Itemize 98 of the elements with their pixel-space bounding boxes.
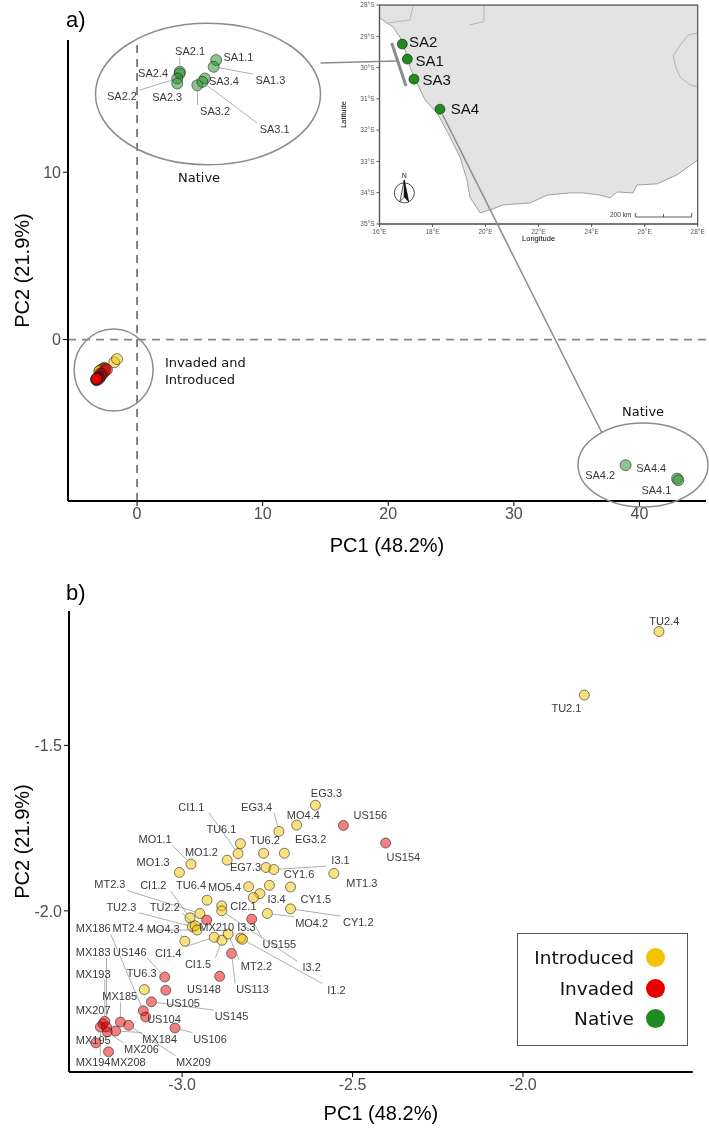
data-label: TU6.4 — [176, 878, 207, 891]
data-label: MX195 — [75, 1034, 111, 1047]
data-label: I3.2 — [302, 961, 321, 974]
y-tick-label: 10 — [43, 163, 62, 181]
data-label: SA3.1 — [259, 123, 290, 136]
data-label: SA2.1 — [175, 45, 206, 58]
data-label: MX208 — [110, 1055, 146, 1068]
data-label: SA2.2 — [106, 90, 137, 103]
data-label: MX183 — [75, 945, 111, 958]
data-label: TU6.2 — [249, 834, 280, 847]
data-label: I1.2 — [327, 983, 346, 996]
data-label: MO4.3 — [146, 922, 180, 935]
data-label: MX207 — [75, 1003, 111, 1016]
data-label: SA1.3 — [255, 74, 286, 87]
data-label: US106 — [193, 1032, 227, 1045]
data-label: CY1.6 — [283, 868, 315, 881]
x-tick-label: -2.0 — [509, 1076, 537, 1094]
data-label: MO5.4 — [208, 880, 242, 893]
data-label: SA4 — [450, 99, 480, 117]
data-label: US113 — [236, 983, 269, 996]
data-label: SA2 — [409, 33, 438, 51]
data-label: MO4.4 — [286, 809, 320, 822]
data-label: US104 — [147, 1012, 181, 1025]
data-label: US146 — [112, 945, 147, 958]
annotation: Native — [622, 403, 665, 419]
data-label: TU6.1 — [206, 822, 237, 835]
x-tick-label: 20 — [379, 505, 398, 523]
data-label: I3.4 — [267, 893, 286, 906]
y-axis-title: PC2 (21.9%) — [11, 784, 34, 899]
data-label: TU2.3 — [106, 900, 137, 913]
data-label: MO1.2 — [184, 845, 218, 858]
data-label: MX194 — [75, 1055, 111, 1068]
legend-label: Invaded — [559, 977, 634, 999]
data-label: CI1.4 — [155, 946, 182, 959]
data-label: US156 — [353, 809, 388, 822]
x-tick-label: 0 — [132, 505, 142, 523]
data-label: CI1.5 — [184, 957, 212, 970]
y-tick-label: -2.0 — [34, 902, 63, 920]
data-label: MX186 — [75, 922, 111, 935]
data-label: EG3.4 — [241, 800, 273, 813]
data-label: MX193 — [75, 967, 111, 980]
data-label: MX209 — [175, 1056, 211, 1068]
data-label: SA3.4 — [208, 74, 239, 87]
data-label: SA2.3 — [152, 90, 183, 103]
chart-title: a) — [66, 7, 86, 32]
data-label: US155 — [262, 937, 297, 950]
data-label: US145 — [214, 1010, 249, 1023]
data-label: MX210 — [199, 920, 235, 933]
data-label: MT2.3 — [94, 878, 126, 891]
x-axis-title: PC1 (48.2%) — [323, 1102, 439, 1124]
data-label: EG7.3 — [229, 861, 262, 874]
data-label: EG3.2 — [295, 832, 327, 845]
chart-title: b) — [66, 580, 86, 605]
data-label: US154 — [386, 850, 421, 863]
data-label: MT2.4 — [112, 922, 144, 935]
data-label: MT2.2 — [240, 959, 273, 972]
x-tick-label: 40 — [630, 505, 649, 523]
x-tick-label: 30 — [504, 505, 523, 523]
data-label: CI1.1 — [178, 800, 205, 813]
data-label: MT1.3 — [346, 877, 378, 890]
data-label: TU2.1 — [551, 702, 582, 715]
annotation: Invaded and Introduced — [165, 355, 246, 388]
data-label: MO1.1 — [138, 833, 172, 846]
legend-label: Native — [574, 1008, 634, 1030]
data-label: MX184 — [142, 1032, 178, 1045]
data-label: SA4.4 — [636, 462, 667, 475]
y-tick-label: 0 — [52, 331, 62, 349]
annotation: Native — [178, 169, 221, 185]
data-label: US148 — [187, 982, 221, 995]
data-label: I3.1 — [331, 854, 350, 867]
data-label: SA3 — [422, 70, 451, 88]
y-axis-title: PC2 (21.9%) — [11, 213, 34, 328]
data-label: MX206 — [124, 1043, 159, 1056]
data-label: CI2.1 — [230, 899, 257, 912]
legend-label: Introduced — [534, 946, 634, 968]
data-label: EG3.3 — [310, 786, 343, 799]
data-label: US105 — [166, 996, 200, 1009]
x-tick-label: 10 — [253, 505, 272, 523]
data-label: TU2.2 — [149, 900, 180, 913]
data-label: SA3.2 — [200, 104, 231, 117]
data-label: SA2.4 — [138, 67, 169, 80]
y-tick-label: -1.5 — [34, 737, 63, 755]
data-label: MO1.3 — [136, 855, 170, 868]
data-label: SA4.2 — [585, 469, 616, 482]
data-label: CI1.2 — [140, 879, 167, 892]
x-axis-title: PC1 (48.2%) — [329, 534, 445, 556]
data-label: MO4.2 — [295, 916, 329, 929]
x-tick-label: -3.0 — [168, 1076, 197, 1094]
data-label: TU6.3 — [126, 966, 157, 979]
data-label: MX185 — [102, 990, 138, 1003]
data-label: SA1.1 — [223, 51, 254, 64]
data-label: TU2.4 — [649, 615, 680, 628]
data-label: SA4.1 — [641, 484, 672, 497]
x-tick-label: -2.5 — [338, 1076, 367, 1094]
data-label: CY1.2 — [342, 916, 374, 929]
data-label: I3.3 — [237, 921, 256, 934]
data-label: SA1 — [415, 51, 444, 69]
data-label: CY1.5 — [300, 893, 332, 906]
